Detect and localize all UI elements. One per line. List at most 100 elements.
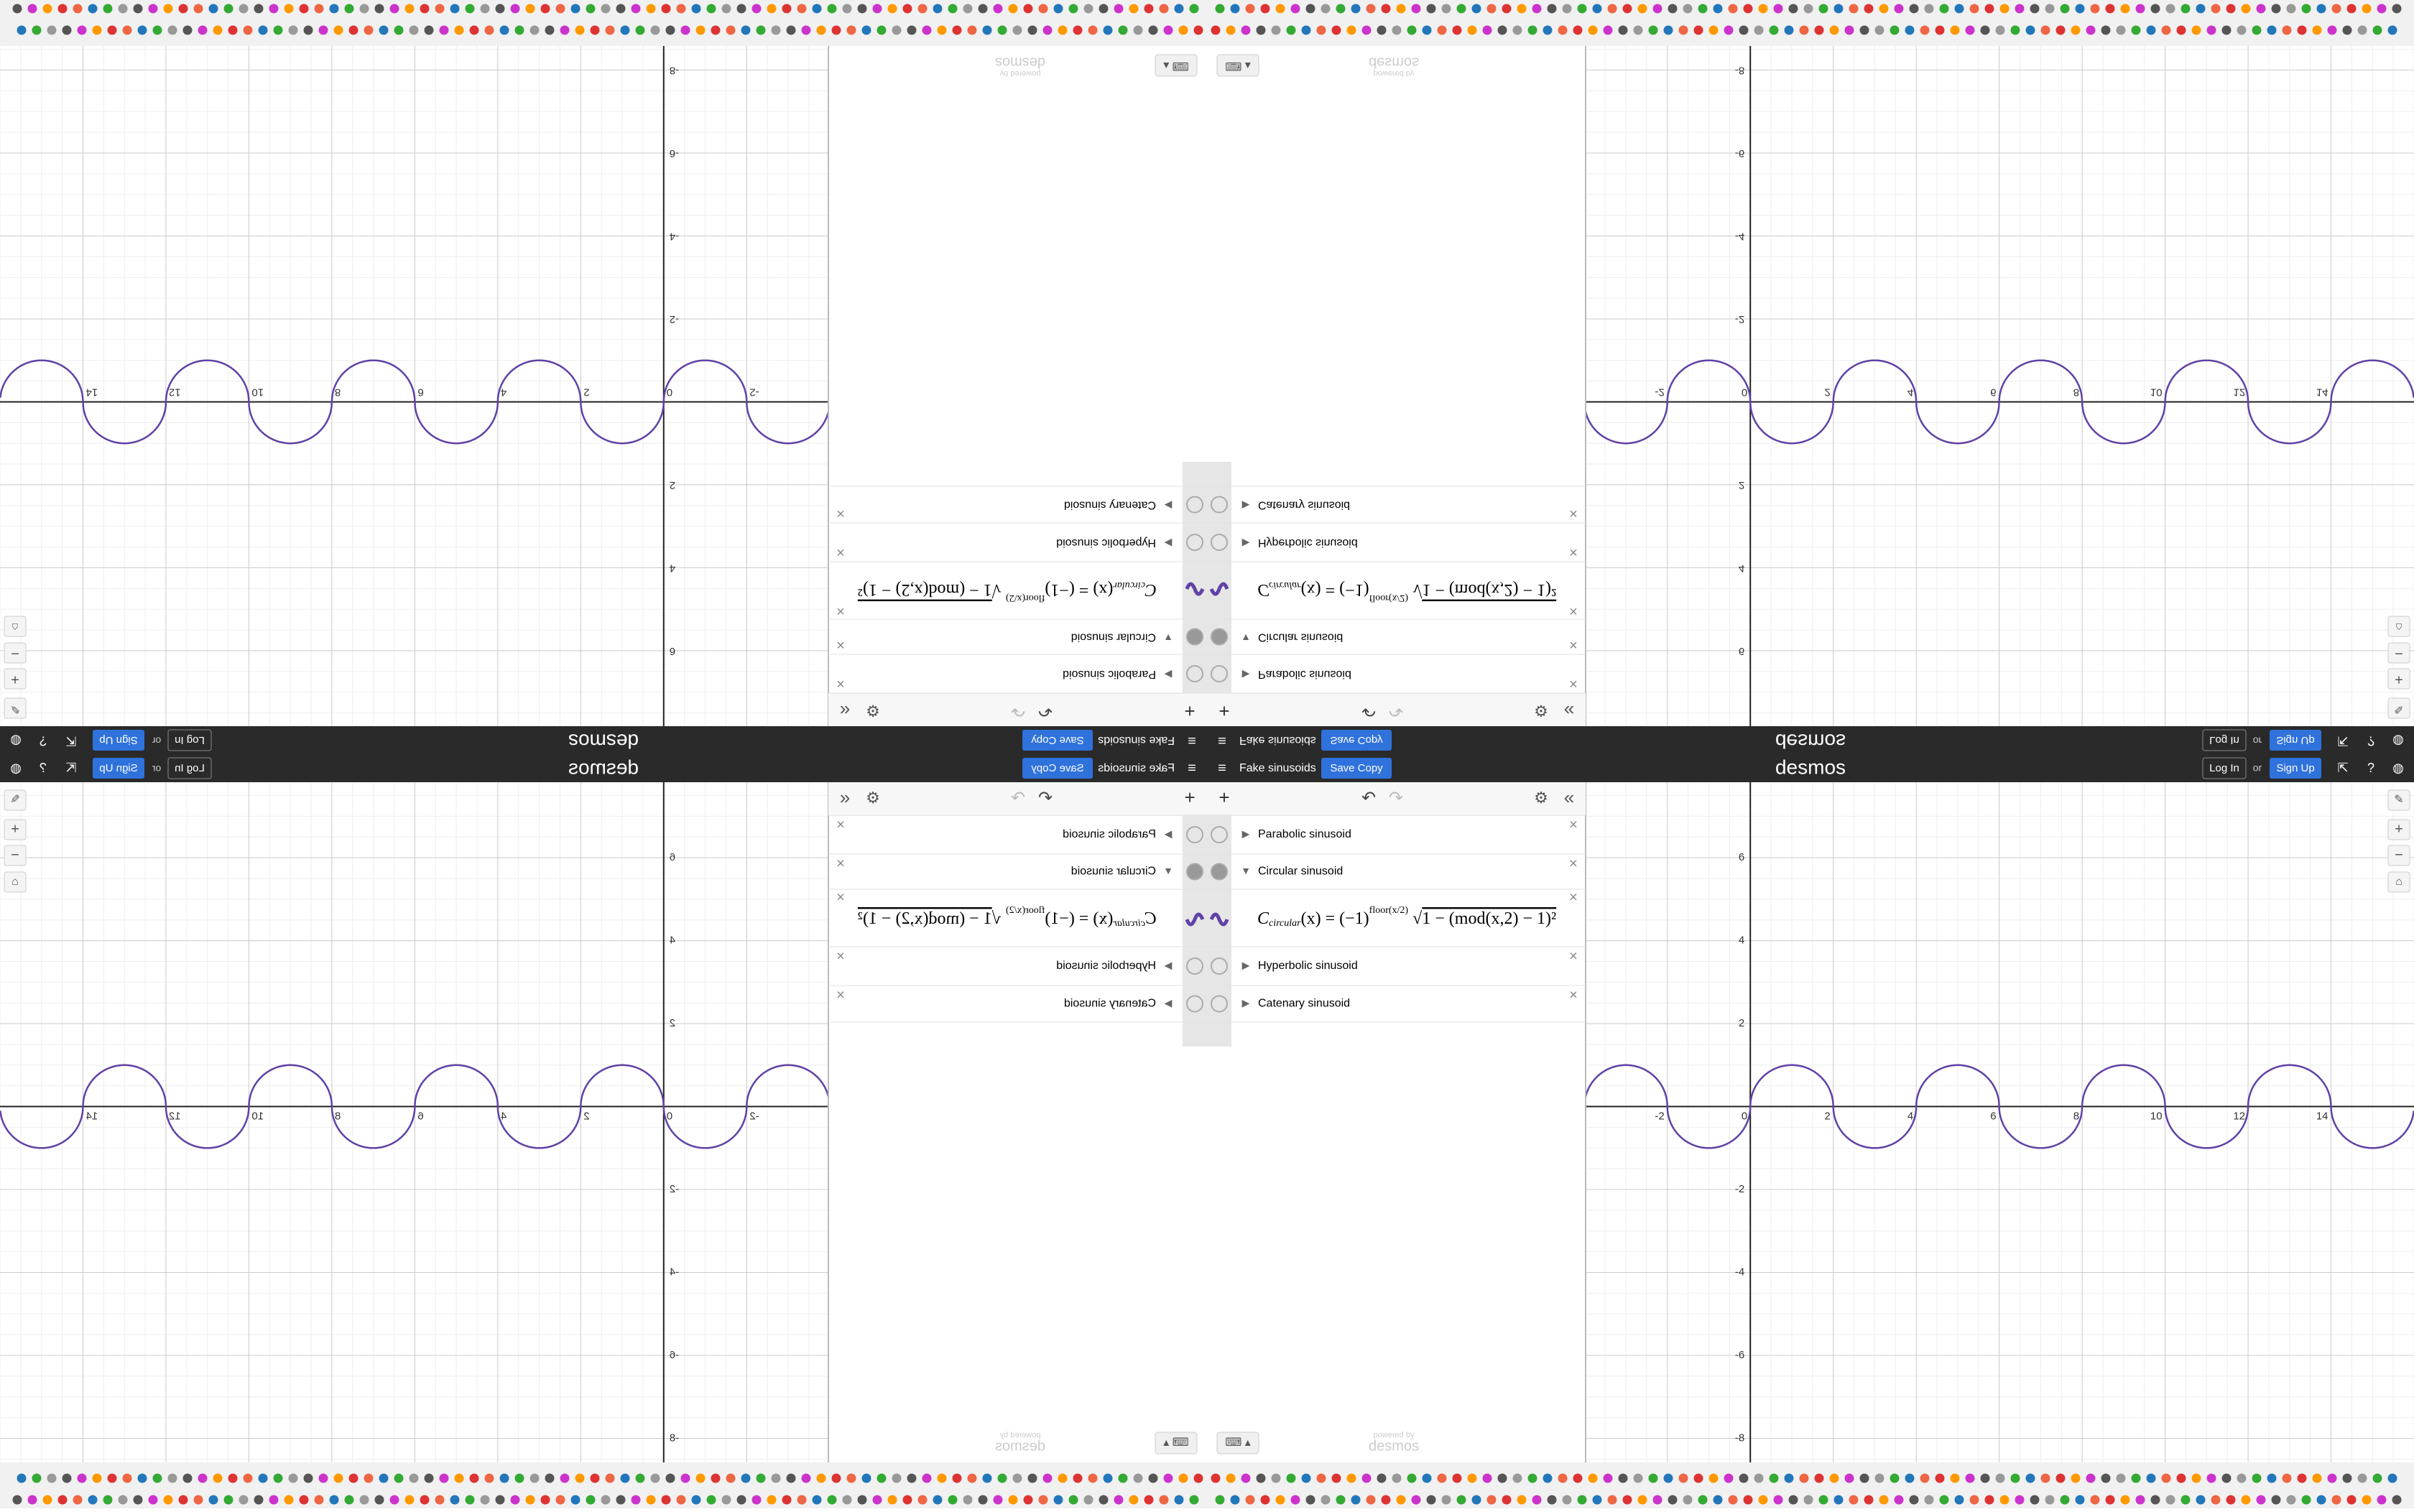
bookmark-icon[interactable] (1118, 25, 1128, 35)
add-button[interactable]: + (1218, 700, 1229, 722)
bookmark-icon[interactable] (1543, 25, 1553, 35)
undo-button[interactable]: ↶ (1361, 788, 1376, 807)
bookmark-icon[interactable] (872, 1495, 882, 1505)
bookmark-icon[interactable] (1965, 25, 1975, 35)
delete-button[interactable]: × (1569, 889, 1578, 905)
bookmark-icon[interactable] (1103, 1473, 1113, 1483)
bookmark-icon[interactable] (439, 1473, 449, 1483)
bookmark-icon[interactable] (861, 25, 871, 35)
folder-toggle[interactable]: ▶ (1242, 500, 1250, 511)
collapse-button[interactable]: « (840, 700, 850, 722)
bookmark-icon[interactable] (137, 1473, 147, 1483)
bookmark-icon[interactable] (299, 1495, 309, 1505)
folder-toggle[interactable]: ▶ (1164, 500, 1172, 511)
bookmark-icon[interactable] (1512, 1473, 1522, 1483)
bookmark-icon[interactable] (148, 4, 158, 14)
bookmark-icon[interactable] (1316, 1473, 1326, 1483)
bookmark-icon[interactable] (1230, 1495, 1240, 1505)
bookmark-icon[interactable] (1426, 1495, 1436, 1505)
visibility-toggle[interactable] (1186, 665, 1203, 682)
bookmark-icon[interactable] (42, 1495, 52, 1505)
bookmark-icon[interactable] (2191, 25, 2201, 35)
add-button[interactable]: + (1184, 700, 1195, 722)
bookmark-icon[interactable] (1377, 25, 1387, 35)
bookmark-icon[interactable] (1497, 25, 1507, 35)
bookmark-icon[interactable] (1381, 1495, 1391, 1505)
share-button[interactable]: ⇱ (65, 733, 76, 748)
bookmark-icon[interactable] (2342, 1473, 2352, 1483)
bookmark-icon[interactable] (27, 4, 37, 14)
bookmark-icon[interactable] (318, 1473, 328, 1483)
bookmark-icon[interactable] (1486, 4, 1497, 14)
bookmark-icon[interactable] (1038, 4, 1048, 14)
bookmark-icon[interactable] (1008, 1495, 1018, 1505)
bookmark-icon[interactable] (499, 25, 509, 35)
bookmark-icon[interactable] (1603, 25, 1613, 35)
bookmark-icon[interactable] (2150, 1495, 2160, 1505)
bookmark-icon[interactable] (1437, 1473, 1447, 1483)
bookmark-icon[interactable] (1668, 1495, 1678, 1505)
bookmark-icon[interactable] (1099, 1495, 1109, 1505)
bookmark-icon[interactable] (2221, 1473, 2232, 1483)
help-button[interactable]: ? (40, 733, 47, 748)
bookmark-icon[interactable] (273, 25, 283, 35)
bookmark-icon[interactable] (32, 1473, 42, 1483)
bookmark-icon[interactable] (424, 1473, 434, 1483)
home-button[interactable] (2387, 616, 2410, 637)
bookmark-icon[interactable] (2146, 25, 2156, 35)
redo-button[interactable]: ↷ (1389, 701, 1403, 720)
visibility-toggle[interactable] (1211, 496, 1228, 514)
bookmark-icon[interactable] (1271, 25, 1281, 35)
bookmark-icon[interactable] (917, 1495, 928, 1505)
signup-button[interactable] (93, 730, 144, 751)
bookmark-icon[interactable] (2331, 1495, 2341, 1505)
bookmark-icon[interactable] (1788, 4, 1798, 14)
delete-button[interactable]: × (836, 817, 845, 832)
bookmark-icon[interactable] (182, 25, 193, 35)
bookmark-icon[interactable] (2071, 25, 2081, 35)
bookmark-icon[interactable] (933, 1495, 943, 1505)
bookmark-icon[interactable] (404, 1495, 415, 1505)
bookmark-icon[interactable] (1058, 25, 1068, 35)
bookmark-icon[interactable] (499, 1473, 509, 1483)
bookmark-icon[interactable] (1366, 4, 1376, 14)
bookmark-icon[interactable] (1118, 1473, 1128, 1483)
help-button[interactable]: ? (2367, 761, 2374, 775)
bookmark-icon[interactable] (1995, 1473, 2005, 1483)
redo-button[interactable]: ↷ (1011, 701, 1025, 720)
bookmark-icon[interactable] (1739, 25, 1749, 35)
help-button[interactable]: ? (40, 761, 47, 775)
bookmark-icon[interactable] (1411, 4, 1421, 14)
bookmark-icon[interactable] (1769, 25, 1779, 35)
bookmark-icon[interactable] (2055, 25, 2066, 35)
tool-button[interactable] (4, 789, 27, 811)
bookmark-icon[interactable] (1290, 1495, 1300, 1505)
bookmark-icon[interactable] (1728, 1495, 1738, 1505)
zoom-out-button[interactable] (2387, 642, 2410, 664)
bookmark-icon[interactable] (409, 25, 419, 35)
bookmark-icon[interactable] (198, 1473, 208, 1483)
bookmark-icon[interactable] (208, 4, 218, 14)
bookmark-icon[interactable] (1527, 25, 1537, 35)
bookmark-icon[interactable] (77, 1473, 87, 1483)
bookmark-icon[interactable] (1336, 4, 1346, 14)
bookmark-icon[interactable] (756, 25, 766, 35)
bookmark-icon[interactable] (1773, 1495, 1783, 1505)
bookmark-icon[interactable] (243, 1473, 253, 1483)
bookmark-icon[interactable] (364, 25, 374, 35)
bookmark-icon[interactable] (167, 25, 177, 35)
bookmark-icon[interactable] (1012, 25, 1022, 35)
bookmark-icon[interactable] (827, 4, 837, 14)
bookmark-icon[interactable] (1698, 1495, 1708, 1505)
bookmark-icon[interactable] (1874, 1473, 1885, 1483)
bookmark-icon[interactable] (269, 4, 279, 14)
bookmark-icon[interactable] (1724, 1473, 1734, 1483)
bookmark-icon[interactable] (650, 25, 660, 35)
bookmark-icon[interactable] (721, 1495, 731, 1505)
bookmark-icon[interactable] (152, 25, 162, 35)
bookmark-icon[interactable] (514, 1473, 524, 1483)
bookmark-icon[interactable] (1769, 1473, 1779, 1483)
bookmark-icon[interactable] (2131, 1473, 2141, 1483)
bookmark-icon[interactable] (1346, 1473, 1356, 1483)
bookmark-icon[interactable] (364, 1473, 374, 1483)
